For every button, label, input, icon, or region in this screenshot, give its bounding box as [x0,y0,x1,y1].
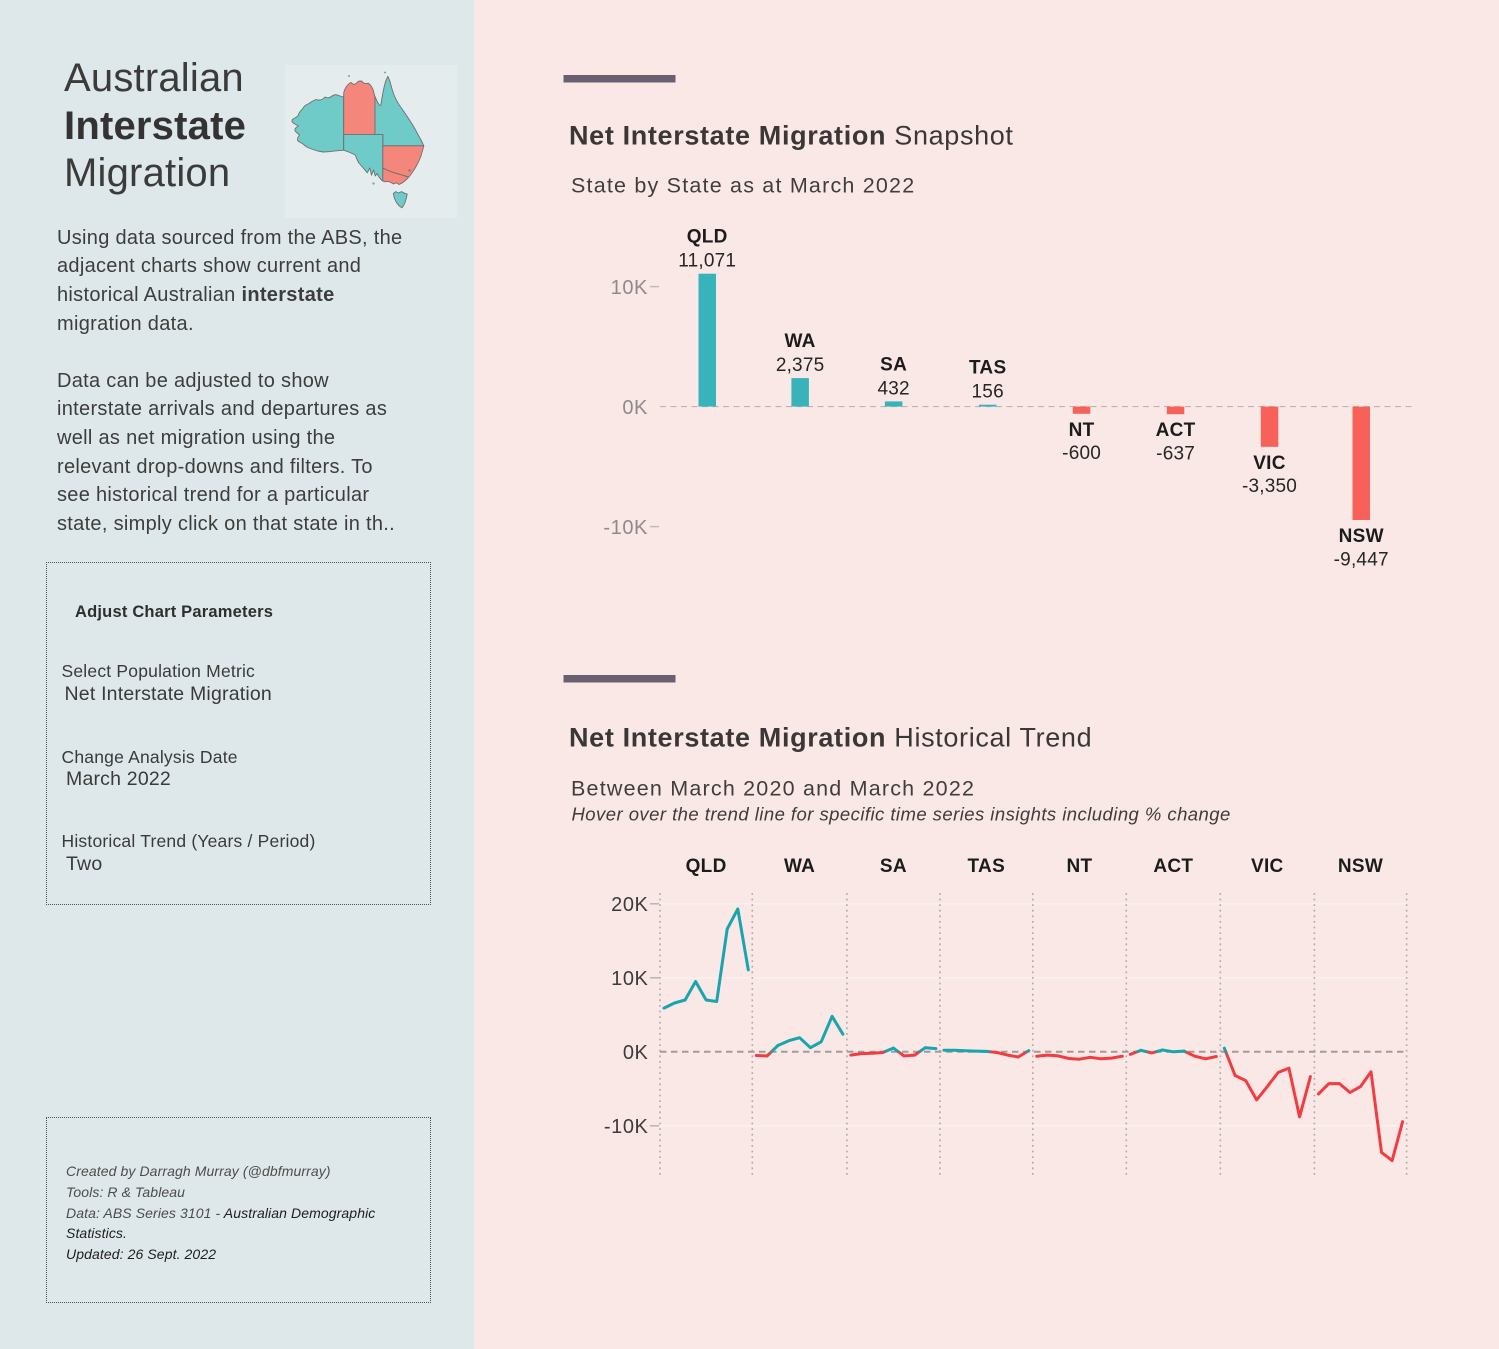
svg-text:NT: NT [1067,856,1093,877]
svg-text:NSW: NSW [1339,526,1384,547]
svg-text:ACT: ACT [1156,420,1196,441]
svg-text:10K: 10K [611,968,648,990]
svg-text:WA: WA [784,856,815,877]
svg-text:State by State as at March 202: State by State as at March 2022 [571,174,915,198]
svg-text:NT: NT [1069,420,1095,441]
svg-text:QLD: QLD [687,227,728,248]
svg-text:-3,350: -3,350 [1242,476,1297,497]
svg-text:Between March 2020 and March 2: Between March 2020 and March 2022 [571,777,975,801]
svg-text:NSW: NSW [1338,856,1383,877]
svg-text:-10K: -10K [604,1116,649,1138]
svg-text:0K: 0K [623,1042,649,1064]
svg-text:2,375: 2,375 [776,355,825,376]
svg-text:-10K: -10K [603,517,648,539]
svg-text:Net Interstate Migration Histo: Net Interstate Migration Historical Tren… [569,723,1092,753]
svg-text:WA: WA [784,331,815,352]
svg-text:0K: 0K [622,397,648,419]
svg-text:SA: SA [880,856,907,877]
svg-text:VIC: VIC [1253,453,1286,474]
svg-text:SA: SA [880,354,907,375]
svg-text:TAS: TAS [968,856,1006,877]
svg-text:10K: 10K [611,277,648,299]
svg-text:-637: -637 [1156,444,1195,465]
svg-text:20K: 20K [611,894,648,916]
svg-text:Net Interstate Migration Snaps: Net Interstate Migration Snapshot [569,121,1014,151]
svg-text:VIC: VIC [1251,856,1284,877]
svg-text:-600: -600 [1062,443,1101,464]
svg-text:432: 432 [877,378,909,399]
svg-text:Hover over the trend line for: Hover over the trend line for specific t… [572,804,1231,825]
svg-text:QLD: QLD [686,856,727,877]
svg-text:156: 156 [972,382,1004,403]
svg-text:-9,447: -9,447 [1334,549,1389,570]
svg-text:TAS: TAS [969,358,1007,379]
svg-text:ACT: ACT [1153,856,1193,877]
svg-text:11,071: 11,071 [678,251,736,272]
